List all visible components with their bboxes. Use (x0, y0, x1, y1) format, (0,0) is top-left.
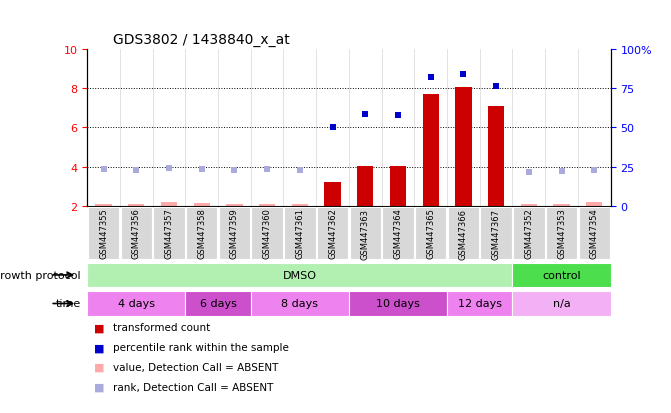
Text: GSM447365: GSM447365 (426, 208, 435, 259)
Text: percentile rank within the sample: percentile rank within the sample (113, 342, 289, 352)
Bar (480, 208, 512, 259)
Bar (513, 208, 545, 259)
Text: GDS3802 / 1438840_x_at: GDS3802 / 1438840_x_at (113, 33, 290, 47)
Text: GSM447355: GSM447355 (99, 208, 108, 259)
Text: GSM447352: GSM447352 (524, 208, 533, 259)
Text: DMSO: DMSO (283, 270, 317, 280)
Text: 12 days: 12 days (458, 299, 502, 309)
Bar (423, 95, 439, 206)
Text: GSM447360: GSM447360 (262, 208, 272, 259)
Text: GSM447362: GSM447362 (328, 208, 337, 259)
Bar (226, 204, 243, 206)
Point (327, 125, 338, 131)
Point (589, 167, 600, 173)
Text: GSM447357: GSM447357 (164, 208, 174, 259)
Text: 10 days: 10 days (376, 299, 420, 309)
Bar (455, 88, 472, 206)
Bar (193, 204, 210, 206)
Text: GSM447354: GSM447354 (590, 208, 599, 259)
Bar (87, 263, 513, 287)
Point (197, 166, 207, 173)
Bar (219, 208, 250, 259)
Bar (128, 204, 144, 206)
Point (295, 167, 305, 173)
Bar (546, 208, 577, 259)
Point (523, 169, 534, 176)
Bar (88, 208, 119, 259)
Bar (186, 208, 217, 259)
Bar (161, 203, 177, 206)
Bar (513, 263, 611, 287)
Text: rank, Detection Call = ABSENT: rank, Detection Call = ABSENT (113, 382, 273, 392)
Bar (382, 208, 414, 259)
Bar (317, 208, 348, 259)
Bar (357, 166, 374, 206)
Text: GSM447364: GSM447364 (393, 208, 403, 259)
Text: GSM447366: GSM447366 (459, 208, 468, 259)
Text: ■: ■ (94, 382, 105, 392)
Text: growth protocol: growth protocol (0, 270, 81, 280)
Bar (284, 208, 315, 259)
Bar (447, 292, 513, 316)
Point (491, 83, 501, 90)
Bar (488, 107, 505, 206)
Bar (185, 292, 251, 316)
Text: control: control (542, 270, 581, 280)
Bar (95, 204, 112, 206)
Bar (87, 292, 185, 316)
Point (131, 167, 142, 173)
Bar (251, 292, 349, 316)
Text: 4 days: 4 days (118, 299, 155, 309)
Text: GSM447363: GSM447363 (361, 208, 370, 259)
Text: time: time (55, 299, 81, 309)
Bar (521, 204, 537, 206)
Point (164, 165, 174, 171)
Point (425, 75, 436, 81)
Text: GSM447367: GSM447367 (492, 208, 501, 259)
Text: GSM447361: GSM447361 (295, 208, 305, 259)
Bar (350, 208, 381, 259)
Point (98, 166, 109, 173)
Bar (349, 292, 447, 316)
Bar (252, 208, 283, 259)
Text: transformed count: transformed count (113, 323, 210, 332)
Point (556, 168, 567, 175)
Bar (153, 208, 185, 259)
Point (360, 111, 370, 118)
Text: GSM447359: GSM447359 (230, 208, 239, 259)
Text: value, Detection Call = ABSENT: value, Detection Call = ABSENT (113, 362, 278, 372)
Bar (390, 166, 406, 206)
Text: 6 days: 6 days (200, 299, 236, 309)
Point (229, 167, 240, 173)
Point (393, 112, 403, 119)
Text: ■: ■ (94, 362, 105, 372)
Bar (448, 208, 479, 259)
Text: n/a: n/a (553, 299, 570, 309)
Bar (513, 292, 611, 316)
Text: GSM447356: GSM447356 (132, 208, 141, 259)
Bar (578, 208, 610, 259)
Text: ■: ■ (94, 342, 105, 352)
Text: GSM447358: GSM447358 (197, 208, 206, 259)
Text: 8 days: 8 days (281, 299, 318, 309)
Bar (324, 183, 341, 206)
Text: GSM447353: GSM447353 (557, 208, 566, 259)
Bar (121, 208, 152, 259)
Bar (586, 203, 603, 206)
Point (458, 72, 469, 78)
Point (262, 166, 272, 173)
Bar (259, 204, 275, 206)
Bar (554, 204, 570, 206)
Text: ■: ■ (94, 323, 105, 332)
Bar (415, 208, 446, 259)
Bar (292, 204, 308, 206)
